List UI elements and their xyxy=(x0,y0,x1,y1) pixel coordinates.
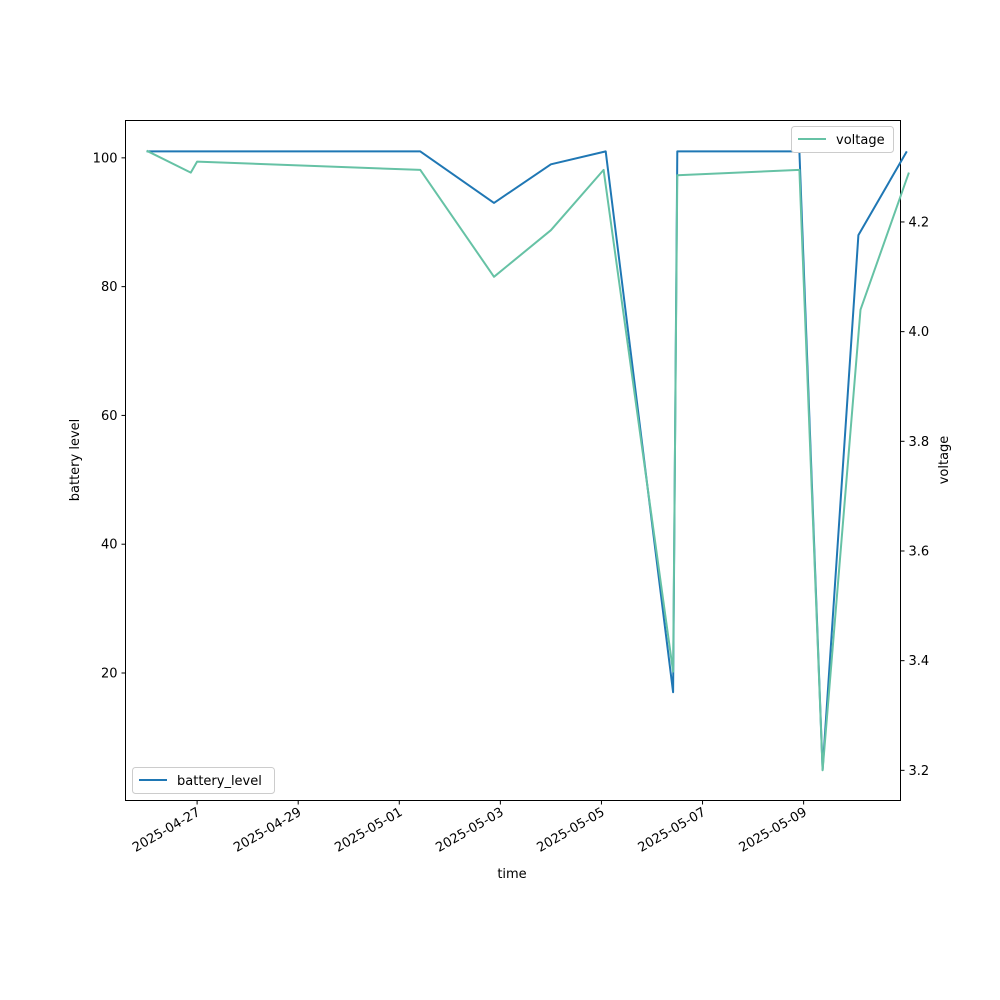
legend-battery-level-box xyxy=(132,767,275,794)
x-tick-label: 2025-05-05 xyxy=(535,805,608,856)
y-left-axis-label: battery level xyxy=(68,419,83,502)
y-left-tick-label: 60 xyxy=(101,409,118,424)
x-tick-label: 2025-05-03 xyxy=(433,805,506,856)
legend-voltage-box xyxy=(791,126,894,153)
legend-battery-level-label: battery_level xyxy=(177,774,262,789)
y-left-tick-label: 40 xyxy=(101,538,118,553)
y-left-axis-ticks: 20 40 60 80 100 xyxy=(93,151,126,682)
x-axis-ticks: 2025-04-27 2025-04-29 2025-05-01 2025-05-03… xyxy=(130,800,810,856)
y-left-tick-label: 20 xyxy=(101,667,118,682)
x-tick-label: 2025-05-01 xyxy=(332,805,405,856)
x-tick-label: 2025-04-29 xyxy=(231,805,304,856)
y-right-tick-label: 3.4 xyxy=(909,654,930,669)
y-right-tick-label: 4.0 xyxy=(909,325,930,340)
y-right-tick-label: 3.6 xyxy=(909,544,930,559)
y-right-tick-label: 3.8 xyxy=(909,435,930,450)
plot-area xyxy=(125,120,901,801)
legend-voltage-label: voltage xyxy=(836,133,885,148)
y-left-tick-label: 100 xyxy=(93,151,118,166)
x-tick-label: 2025-05-07 xyxy=(636,805,709,856)
legend-battery-level: battery_level xyxy=(132,767,275,794)
legend-voltage: voltage xyxy=(791,126,894,153)
y-right-axis-ticks: 3.2 3.4 3.6 3.8 4.0 4.2 xyxy=(900,215,930,779)
battery-level-line xyxy=(146,150,908,771)
y-right-tick-label: 4.2 xyxy=(909,215,930,230)
x-tick-label: 2025-05-09 xyxy=(737,805,810,856)
y-left-tick-label: 80 xyxy=(101,280,118,295)
x-axis-label: time xyxy=(497,867,526,882)
y-right-axis-label: voltage xyxy=(937,436,952,485)
y-right-tick-label: 3.2 xyxy=(909,764,930,779)
voltage-line xyxy=(146,149,910,772)
x-tick-label: 2025-04-27 xyxy=(130,805,203,856)
